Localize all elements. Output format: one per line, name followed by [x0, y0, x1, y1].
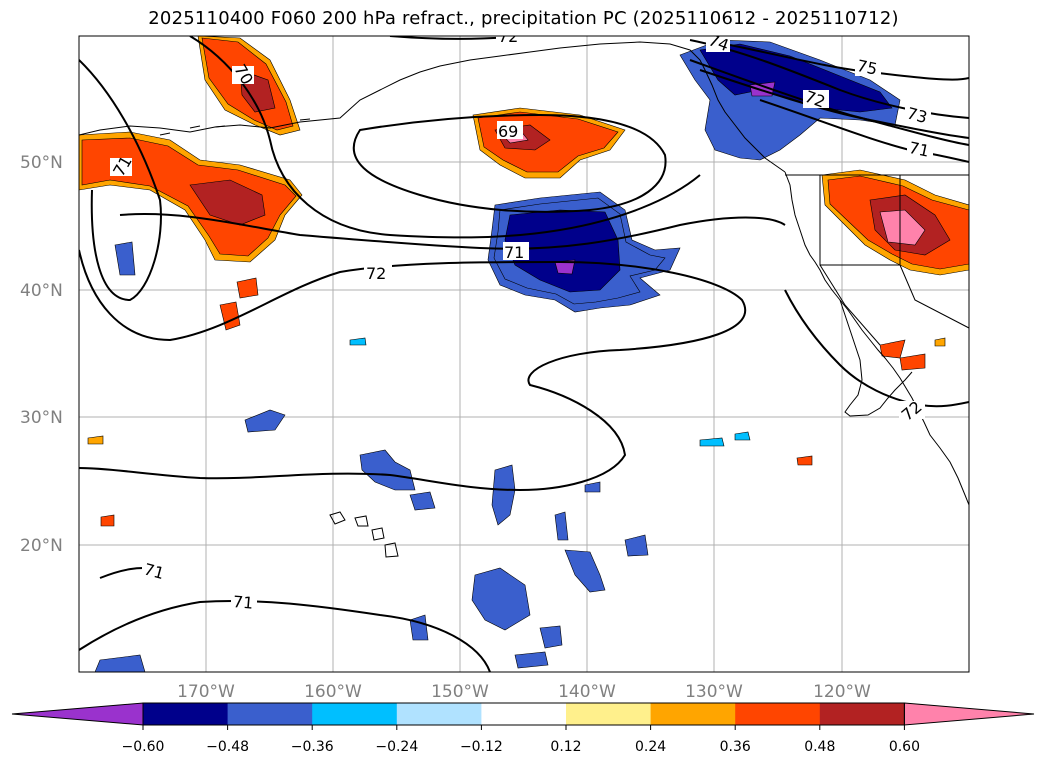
- lat-label-30n: 30°N: [20, 408, 63, 428]
- lon-label-140w: 140°W: [558, 682, 616, 702]
- colorbar-segment: [819, 703, 905, 725]
- colorbar-segment: [650, 703, 736, 725]
- map-panel: 72 70 71 69 71 72 74 75 72 73 71 72 71: [79, 27, 969, 672]
- contour-73: [699, 69, 969, 139]
- lon-label-170w: 170°W: [177, 682, 235, 702]
- contour-label: 69: [498, 122, 518, 141]
- latitude-labels: 50°N 40°N 30°N 20°N: [20, 153, 63, 556]
- colorbar-tick-label: −0.48: [206, 739, 249, 755]
- lat-label-50n: 50°N: [20, 153, 63, 173]
- colorbar-segment: [735, 703, 821, 725]
- colorbar-tick-label: 0.36: [720, 739, 751, 755]
- colorbar-tick-label: 0.12: [550, 739, 581, 755]
- colorbar-tick-label: −0.60: [122, 739, 165, 755]
- colorbar-tick-label: 0.60: [889, 739, 920, 755]
- colorbar-tick-label: 0.24: [635, 739, 666, 755]
- colorbar-tick-label: 0.48: [804, 739, 835, 755]
- contour-label: 75: [855, 56, 879, 79]
- hawaii-islands: [329, 511, 399, 558]
- contour-label: 71: [504, 243, 524, 262]
- contour-labels: 72 70 71 69 71 72 74 75 72 73 71 72 71: [109, 27, 933, 613]
- coastlines: [79, 41, 969, 558]
- colorbar-arrow-high: [903, 702, 1035, 726]
- colorbar-segment: [143, 703, 229, 725]
- lon-label-120w: 120°W: [813, 682, 871, 702]
- contour-label: 74: [706, 30, 732, 55]
- contour-71-ne: [759, 99, 969, 163]
- aleutian-islands: [159, 118, 311, 136]
- lon-label-150w: 150°W: [431, 682, 489, 702]
- colorbar-segment: [566, 703, 652, 725]
- alaska-coast: [79, 41, 786, 173]
- colorbar: −0.60 −0.48 −0.36 −0.24 −0.12 0.12 0.24 0.36 0.4…: [11, 702, 1035, 755]
- colorbar-segment: [227, 703, 313, 725]
- contour-label: 71: [907, 138, 931, 161]
- contour-label: 71: [232, 592, 254, 613]
- lon-label-160w: 160°W: [304, 682, 362, 702]
- state-lines: [819, 175, 969, 346]
- colorbar-segment: [312, 703, 398, 725]
- colorbar-tick-label: −0.24: [375, 739, 418, 755]
- contour-71-south2: [79, 599, 491, 672]
- lon-label-130w: 130°W: [685, 682, 743, 702]
- map-frame: [78, 35, 970, 673]
- colorbar-segment: [481, 703, 567, 725]
- baja-peninsula: [839, 299, 913, 417]
- contour-72-center: [79, 249, 747, 492]
- colorbar-tick-label: −0.36: [291, 739, 334, 755]
- contour-71-west: [79, 59, 162, 302]
- longitude-labels: 170°W 160°W 150°W 140°W 130°W 120°W: [177, 682, 871, 702]
- contour-71-center: [119, 213, 786, 250]
- us-west-coast: [784, 171, 969, 506]
- contour-69: [352, 113, 667, 213]
- lat-label-20n: 20°N: [20, 536, 63, 556]
- contour-label: 71: [142, 559, 167, 583]
- colorbar-tick-label: −0.12: [460, 739, 503, 755]
- contour-label: 72: [366, 264, 386, 283]
- colorbar-arrow-low: [11, 702, 144, 726]
- lat-label-40n: 40°N: [20, 281, 63, 301]
- contour-label: 72: [498, 27, 518, 46]
- contour-70: [189, 36, 701, 239]
- colorbar-segment: [396, 703, 482, 725]
- contour-72-southeast: [784, 289, 969, 408]
- colorbar-frame: [142, 702, 905, 726]
- contour-label: 73: [905, 103, 930, 127]
- map-title: 2025110400 F060 200 hPa refract., precip…: [148, 8, 899, 29]
